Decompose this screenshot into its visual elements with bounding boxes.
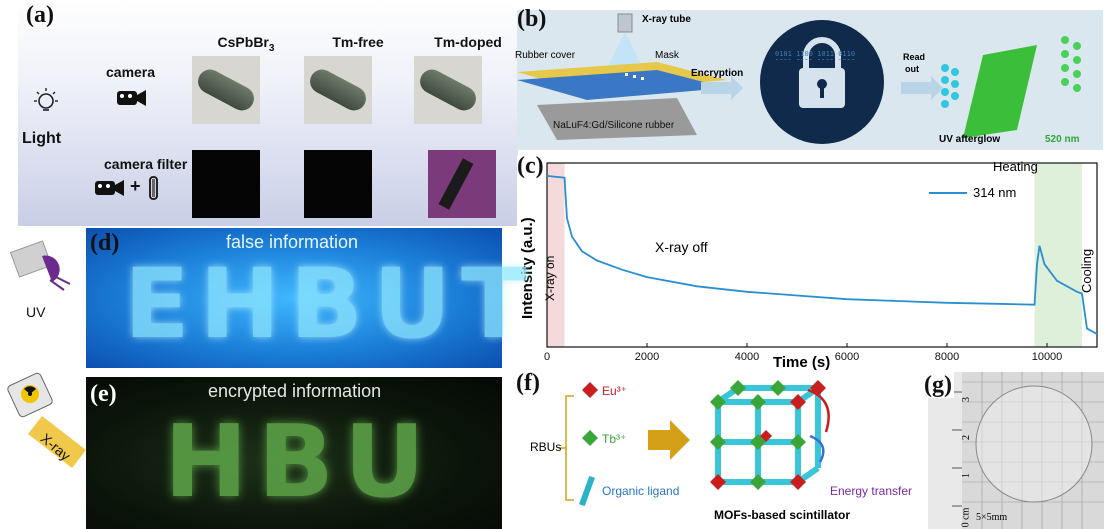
read-out-label-1: Read [903, 52, 926, 62]
lightbulb-icon [34, 88, 58, 111]
filter-icon [149, 176, 158, 200]
x-tick-label-8000: 8000 [935, 351, 959, 363]
eu-label: Eu³⁺ [602, 384, 628, 398]
x-tick-label-0: 0 [544, 351, 550, 363]
panel-b-label: (b) [517, 6, 547, 32]
uv-label: UV [26, 304, 46, 320]
scintillator-photo [928, 372, 1104, 529]
panel-e-label: (e) [90, 381, 117, 407]
uv-lamp-icon [9, 240, 71, 291]
annot-xray-on: X-ray on [543, 255, 557, 301]
x-tick-label-10000: 10000 [1032, 351, 1063, 363]
scale-mark-3: 3 [961, 397, 972, 402]
scale-mark-2: 2 [961, 435, 972, 440]
rubber-cover-label: Rubber cover [515, 50, 576, 61]
filtered-photo-cspbbr3 [192, 150, 260, 218]
annot-heating: Heating [993, 159, 1038, 174]
tb-label: Tb³⁺ [602, 432, 627, 446]
panel-a-label: (a) [24, 2, 56, 28]
capsule-shadow [438, 158, 474, 210]
annot-xray-off: X-ray off [655, 239, 708, 255]
uv-afterglow-label: UV afterglow [939, 134, 1001, 145]
energy-transfer-label: Energy transfer [830, 484, 913, 498]
scale-mark-0: 0 cm [960, 507, 972, 528]
col-tm-free: Tm-free [332, 34, 384, 50]
panel-b: (b) X-ray tube Rubber cover Mask NaLuF4:… [515, 6, 1103, 150]
encryption-label: Encryption [691, 68, 744, 79]
panel-d: (d) false information EHBUT [86, 228, 527, 368]
panel-g-label: (g) [922, 372, 954, 398]
col-tm-doped: Tm-doped [434, 34, 502, 50]
camera-icon [95, 180, 124, 196]
read-out-label-2: out [905, 64, 919, 74]
x-tick-label-6000: 6000 [835, 351, 859, 363]
camera-label: camera [106, 64, 156, 80]
capsule-photo-tm-doped [414, 56, 482, 124]
panel-a: (a) CsPbBr3 Tm-free Tm-doped Light camer… [18, 0, 518, 226]
wavelength-label: 520 nm [1045, 134, 1080, 145]
series-line-314nm [546, 175, 1098, 335]
mof-diagram [558, 380, 830, 507]
caption-encrypted-info: encrypted information [208, 381, 382, 401]
word-ehbut: EHBUT [124, 248, 537, 360]
annot-cooling: Cooling [1079, 248, 1094, 293]
filtered-photo-tm-doped [428, 150, 496, 218]
ligand-label: Organic ligand [602, 484, 680, 498]
caption-false-info: false information [226, 232, 359, 252]
mask-label: Mask [655, 50, 679, 61]
encryption-schematic [517, 13, 1081, 144]
afterglow-chart: 0 2000 4000 6000 8000 10000 [544, 162, 1098, 363]
plus-sign: + [130, 176, 141, 196]
x-tick-label-4000: 4000 [735, 351, 759, 363]
camera-icon [117, 90, 146, 106]
col-cspbbr3: CsPbBr3 [217, 34, 275, 54]
rbus-label: RBUs [530, 440, 562, 454]
substrate-label: NaLuF4:Gd/Silicone rubber [553, 120, 675, 131]
panel-f-label: (f) [516, 370, 540, 396]
shaded-region-0 [547, 163, 565, 347]
plot-frame [546, 162, 1098, 348]
xray-source-icon [7, 372, 86, 468]
panel-e: (e) encrypted information HBU [86, 377, 502, 529]
panel-f: (f) RBUs Eu³⁺ Tb³⁺ Organic ligand Energy… [516, 370, 928, 529]
panel-g: (g) 3 2 1 0 cm 5×5mm [922, 372, 1104, 529]
filtered-photo-tm-free [304, 150, 372, 218]
panel-d-label: (d) [90, 230, 120, 256]
capsule-photo-cspbbr3 [192, 56, 260, 124]
camera-filter-label: camera filter [104, 156, 188, 172]
scale-mark-1: 1 [961, 473, 972, 478]
x-axis-label: Time (s) [773, 354, 831, 371]
capsule-photo-tm-free [304, 56, 372, 124]
size-text: 5×5mm [976, 512, 1008, 523]
panel-c: (c) 0 2000 4000 6000 8000 10000 Heating 314 n… [517, 153, 1104, 371]
xray-tube-label: X-ray tube [642, 14, 691, 25]
mof-title: MOFs-based scintillator [714, 508, 851, 522]
light-label: Light [22, 130, 62, 147]
legend-label: 314 nm [973, 185, 1017, 200]
panel-c-label: (c) [517, 153, 544, 179]
word-hbu: HBU [164, 403, 436, 520]
x-tick-label-2000: 2000 [635, 351, 659, 363]
